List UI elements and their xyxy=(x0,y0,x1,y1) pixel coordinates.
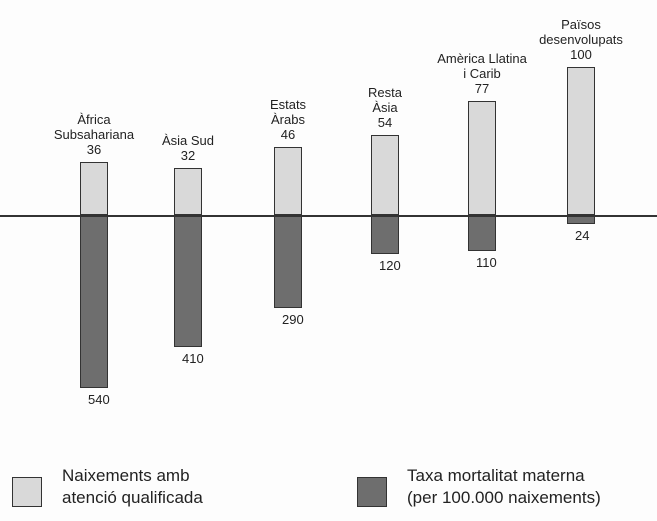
legend-swatch xyxy=(12,477,42,507)
bar xyxy=(274,216,302,309)
bar xyxy=(174,216,202,347)
category-label: Resta Àsia xyxy=(368,85,402,116)
value-label: 540 xyxy=(88,392,110,407)
value-label: 77 xyxy=(474,81,490,97)
value-label: 100 xyxy=(570,47,592,62)
value-label: 410 xyxy=(182,350,204,366)
value-label: 32 xyxy=(180,147,196,163)
category-label: Amèrica Llatina i Carib xyxy=(437,51,527,82)
category-label: Estats Àrabs xyxy=(269,96,307,127)
label-group: Resta Àsia 54 xyxy=(368,85,402,130)
value-label: 290 xyxy=(282,312,304,328)
value-label: 36 xyxy=(86,141,102,157)
bar xyxy=(468,216,496,252)
category-label: Països desenvolupats xyxy=(539,17,623,47)
value-label: 120 xyxy=(379,258,401,274)
baseline xyxy=(0,215,657,217)
legend-label: Taxa mortalitat materna (per 100.000 nai… xyxy=(407,466,601,507)
value-label: 24 xyxy=(575,227,590,243)
label-group: Estats Àrabs 46 xyxy=(270,97,306,142)
value-label: 110 xyxy=(476,255,497,271)
bar xyxy=(174,167,202,215)
bar xyxy=(371,135,399,215)
bar xyxy=(371,216,399,255)
category-label: Àsia Sud xyxy=(161,132,215,148)
value-label: 46 xyxy=(280,126,296,142)
label-group: Amèrica Llatina i Carib 77 xyxy=(437,51,527,96)
legend-swatch xyxy=(357,477,387,507)
bar xyxy=(274,146,302,215)
label-group: Àfrica Subsahariana 36 xyxy=(54,112,134,157)
value-label: 54 xyxy=(377,115,393,131)
bar xyxy=(80,161,108,215)
bar xyxy=(468,101,496,215)
bar xyxy=(567,216,595,224)
label-group: Àsia Sud 32 xyxy=(162,133,214,163)
category-label: Àfrica Subsahariana xyxy=(53,111,135,142)
label-group: Països desenvolupats 100 xyxy=(539,17,623,62)
legend-label: Naixements amb atenció qualificada xyxy=(62,466,203,507)
bar xyxy=(567,67,595,215)
bar xyxy=(80,216,108,388)
